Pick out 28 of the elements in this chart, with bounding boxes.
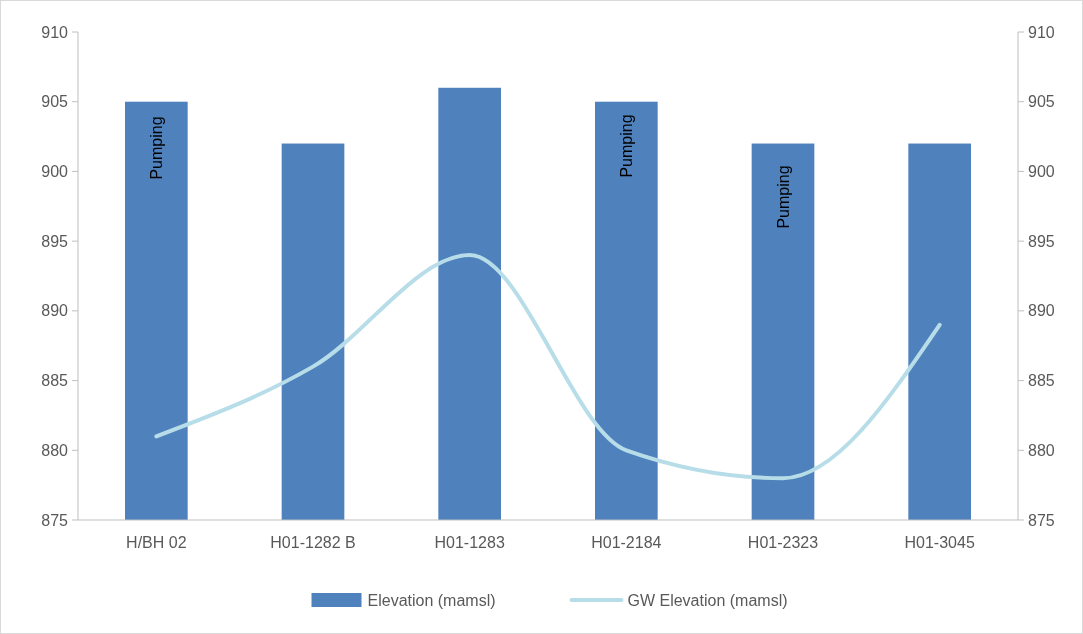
y-tick-label: 905 [41,93,69,111]
y2-tick-label: 885 [1028,372,1055,390]
annotation: Pumping [147,116,165,180]
x-tick-label: H01-3045 [904,534,975,551]
y2-tick-label: 900 [1028,163,1055,181]
annotation: Pumping [617,114,635,178]
y2-tick-label: 875 [1028,511,1055,529]
x-tick-label: H/BH 02 [126,534,187,551]
legend-label: Elevation (mamsl) [367,591,496,609]
x-tick-label: H01-2323 [747,534,819,551]
x-tick-label: H01-1283 [434,534,505,551]
y2-tick-label: 910 [1028,23,1055,41]
annotation: Pumping [774,165,792,229]
y-tick-label: 875 [41,511,69,529]
y-tick-label: 880 [41,441,69,459]
y-tick-label: 895 [41,232,69,250]
x-tick-label: H01-1282 B [270,534,356,551]
legend-label: GW Elevation (mamsl) [627,591,788,609]
line-series [154,253,942,481]
y2-tick-label: 890 [1028,302,1055,320]
y-tick-label: 885 [41,372,69,390]
y2-tick-label: 895 [1028,232,1055,250]
y2-tick-label: 905 [1028,93,1055,111]
y-tick-label: 910 [41,23,69,41]
y-tick-label: 890 [41,302,69,320]
y-tick-label: 900 [41,163,69,181]
x-tick-label: H01-2184 [591,534,662,551]
y2-tick-label: 880 [1028,441,1055,459]
